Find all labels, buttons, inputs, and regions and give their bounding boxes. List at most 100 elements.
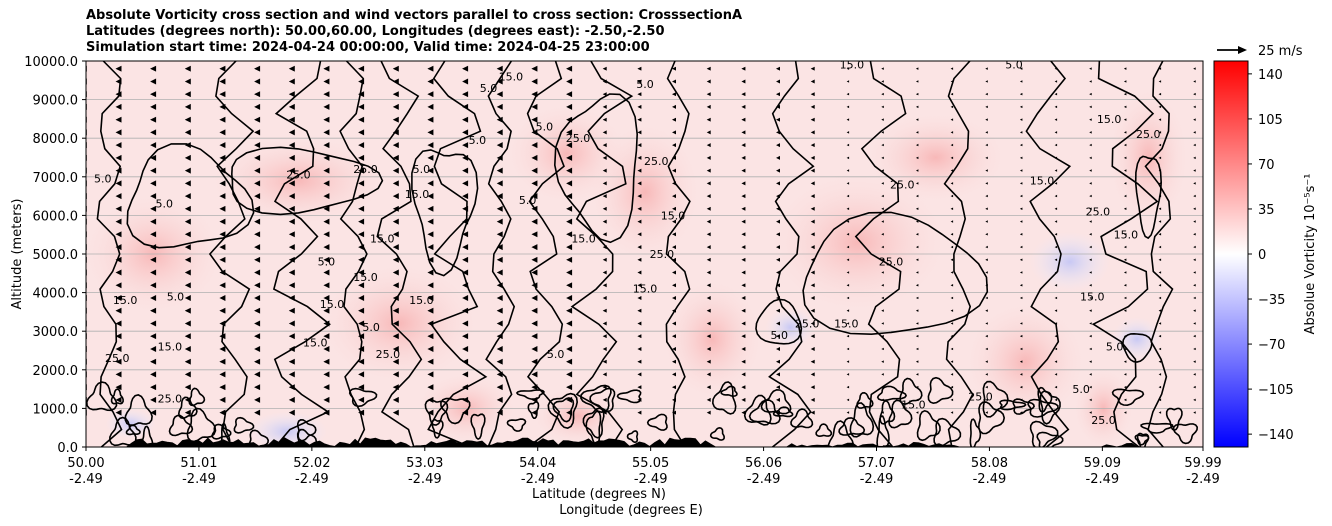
x-tick-label-lat-7: 57.07 xyxy=(858,456,895,471)
wind-vector-362 xyxy=(496,396,503,403)
wind-vector-128 xyxy=(219,269,226,276)
x-tick-label-lat-2: 52.02 xyxy=(293,456,330,471)
wind-vector-674 xyxy=(915,92,919,96)
wind-vector-304 xyxy=(427,371,434,378)
wind-vector-774 xyxy=(1019,296,1023,300)
wind-vector-794 xyxy=(1054,194,1058,198)
wind-vector-643 xyxy=(846,411,850,414)
wind-vector-151 xyxy=(254,205,261,212)
wind-vector-569 xyxy=(776,181,780,186)
wind-vector-397 xyxy=(566,129,573,136)
wind-vector-242 xyxy=(358,295,365,301)
wind-vector-789 xyxy=(1054,131,1058,134)
contour-label-43: 25.0 xyxy=(1136,128,1161,141)
wind-vector-190 xyxy=(288,346,295,352)
wind-vector-212 xyxy=(323,269,330,276)
wind-vector-285 xyxy=(427,129,434,136)
wind-vector-685 xyxy=(915,233,919,236)
wind-vector-798 xyxy=(1054,245,1058,249)
wind-vector-755 xyxy=(985,411,988,414)
contour-line-56 xyxy=(748,399,781,425)
wind-vector-710 xyxy=(950,194,954,198)
wind-vector-224 xyxy=(358,65,365,72)
wind-vector-562 xyxy=(776,92,780,97)
contour-label-24: 25.0 xyxy=(566,132,591,145)
wind-vector-826 xyxy=(1089,245,1092,249)
wind-vector-320 xyxy=(462,218,469,225)
wind-vector-557 xyxy=(741,385,746,390)
wind-vector-306 xyxy=(427,396,434,403)
contour-label-9: 15.0 xyxy=(353,271,378,284)
contour-line-82 xyxy=(431,419,444,439)
wind-vector-743 xyxy=(985,258,988,261)
wind-vector-230 xyxy=(358,142,365,149)
wind-vector-658 xyxy=(881,245,884,249)
wind-vector-45 xyxy=(115,282,122,289)
contour-line-8 xyxy=(570,61,634,447)
wind-vector-561 xyxy=(776,79,780,84)
wind-vector-582 xyxy=(776,347,780,351)
wind-vector-618 xyxy=(846,92,850,96)
wind-vector-88 xyxy=(184,116,191,123)
wind-vector-183 xyxy=(288,256,295,263)
contour-line-92 xyxy=(1165,407,1183,432)
wind-vector-911 xyxy=(1193,258,1196,261)
wind-vector-485 xyxy=(672,181,676,186)
wind-vector-541 xyxy=(741,181,746,186)
contour-line-24 xyxy=(876,385,908,402)
wind-vector-915 xyxy=(1193,309,1196,312)
wind-vector-775 xyxy=(1019,309,1023,312)
wind-vector-66 xyxy=(150,193,157,200)
wind-vector-793 xyxy=(1054,182,1058,185)
x-tick-label-lat-1: 51.01 xyxy=(180,456,217,471)
wind-vector-771 xyxy=(1019,258,1023,261)
contour-line-79 xyxy=(297,418,317,442)
wind-vector-213 xyxy=(323,282,330,289)
wind-vector-893 xyxy=(1158,385,1162,389)
wind-vector-608 xyxy=(810,321,815,326)
wind-vector-59 xyxy=(150,103,157,110)
wind-vector-311 xyxy=(462,103,469,110)
wind-vector-815 xyxy=(1089,105,1092,109)
wind-vector-877 xyxy=(1158,182,1162,185)
colorbar-ticks: 140 105 70 35 0 −35 −70 −105 −140 xyxy=(1248,68,1294,443)
wind-vector-334 xyxy=(462,396,469,403)
wind-vector-739 xyxy=(985,207,988,210)
wind-vector-805 xyxy=(1054,334,1058,338)
wind-vector-818 xyxy=(1089,143,1092,147)
wind-vector-659 xyxy=(881,258,884,261)
colorbar-tick-label-2: 70 xyxy=(1258,158,1275,173)
wind-vector-692 xyxy=(915,322,919,325)
wind-vector-339 xyxy=(496,103,503,110)
wind-vector-808 xyxy=(1054,373,1058,376)
contour-label-18: 15.0 xyxy=(409,294,434,307)
wind-vector-510 xyxy=(706,143,711,148)
contour-label-12: 5.0 xyxy=(362,321,380,334)
wind-vector-387 xyxy=(531,358,538,365)
wind-vector-181 xyxy=(288,231,295,238)
contour-line-17 xyxy=(126,143,255,249)
wind-vector-278 xyxy=(392,396,399,403)
wind-vector-196 xyxy=(323,65,330,72)
wind-vector-244 xyxy=(358,320,365,327)
contour-label-40: 25.0 xyxy=(879,256,904,269)
wind-vector-171 xyxy=(288,103,295,110)
wind-vector-445 xyxy=(602,385,607,390)
wind-vector-715 xyxy=(950,258,954,261)
wind-vector-568 xyxy=(776,168,780,173)
contour-line-40 xyxy=(515,389,545,400)
wind-vector-748 xyxy=(985,322,988,325)
wind-vector-97 xyxy=(184,231,191,238)
wind-vector-158 xyxy=(254,295,261,301)
contour-line-74 xyxy=(827,420,855,447)
wind-vector-509 xyxy=(706,130,711,135)
wind-vector-591 xyxy=(810,104,815,109)
wind-vector-493 xyxy=(672,283,676,288)
wind-vector-832 xyxy=(1089,322,1092,325)
wind-vector-116 xyxy=(219,116,226,123)
x-tick-label-lon-7: -2.49 xyxy=(860,472,894,487)
wind-vector-764 xyxy=(1019,169,1023,172)
wind-vector-595 xyxy=(810,155,815,160)
wind-vector-87 xyxy=(184,103,191,110)
wind-vector-544 xyxy=(741,219,746,224)
